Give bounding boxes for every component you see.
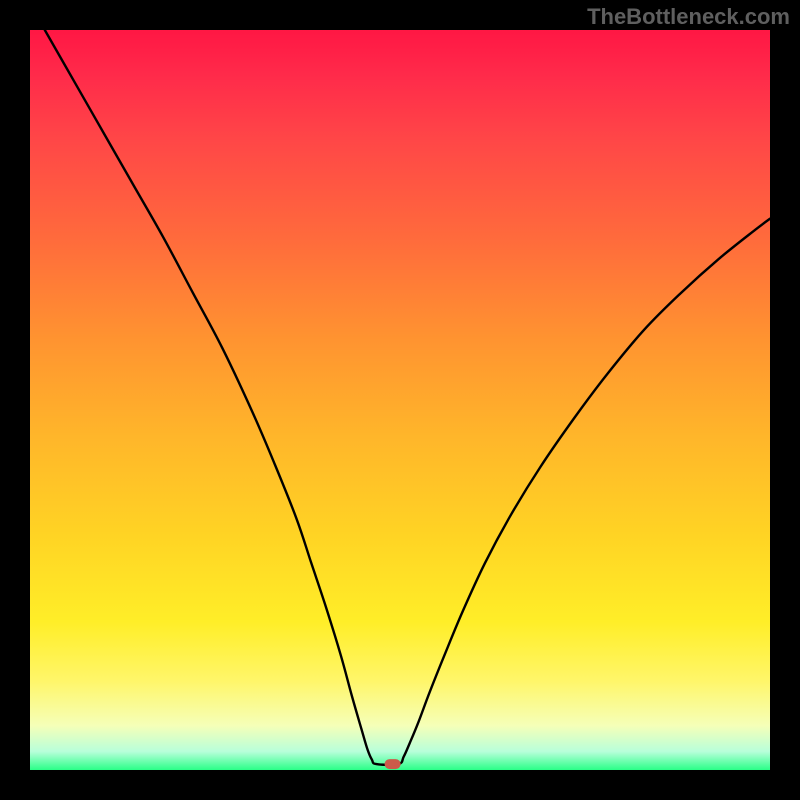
watermark-text: TheBottleneck.com (587, 4, 790, 30)
bottleneck-chart (0, 0, 800, 800)
optimum-marker (385, 759, 401, 769)
plot-area (30, 30, 770, 770)
